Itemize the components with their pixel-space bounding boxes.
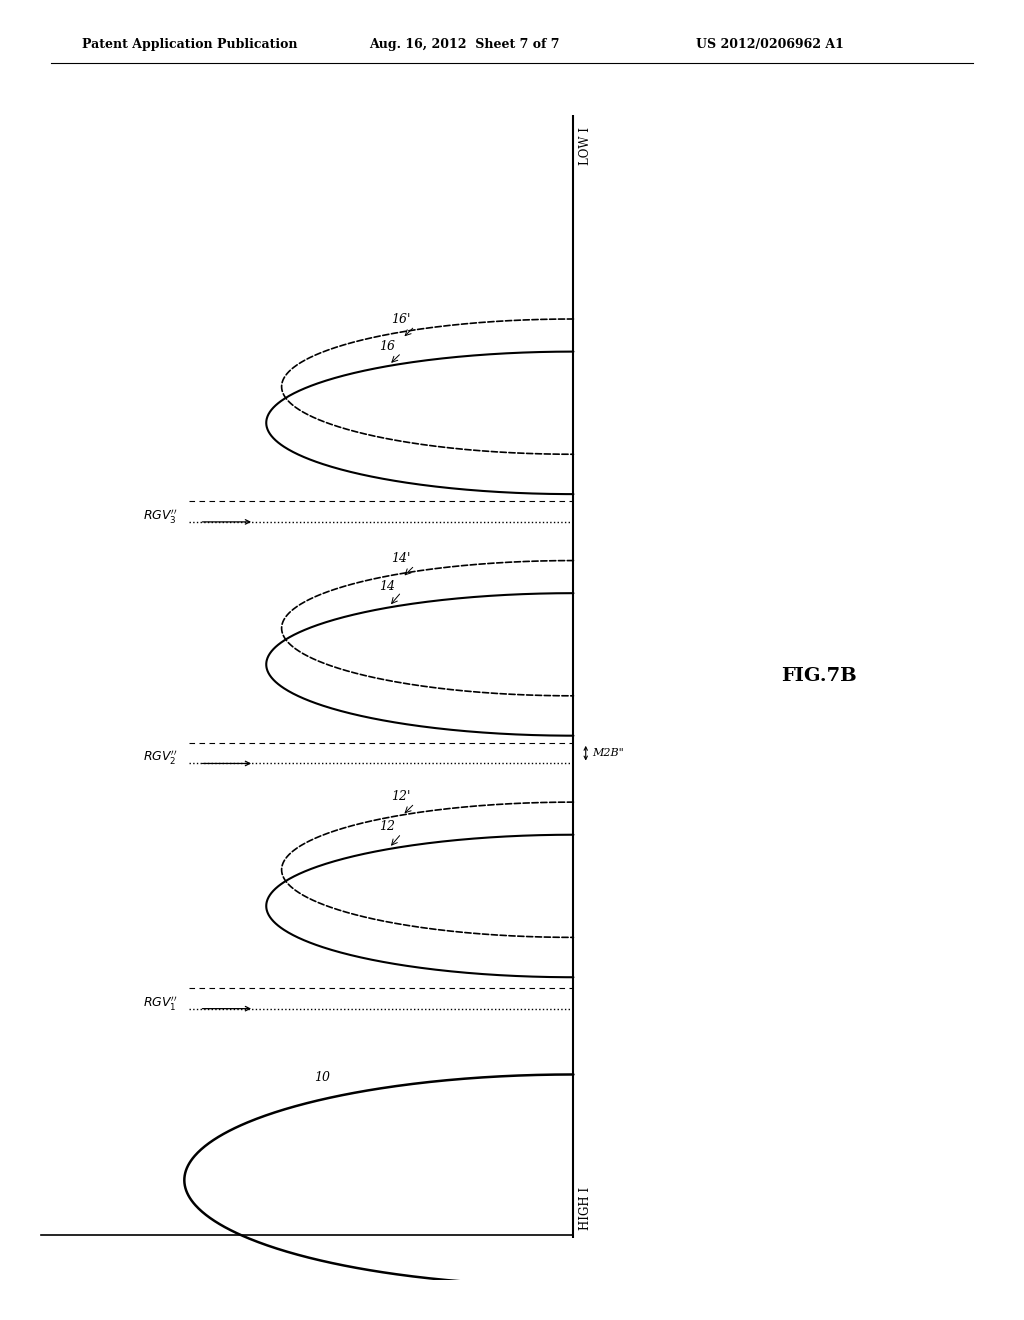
Text: 12': 12' xyxy=(391,789,411,803)
Text: $\mathit{RGV}_{1}^{\prime\prime}$: $\mathit{RGV}_{1}^{\prime\prime}$ xyxy=(143,994,178,1011)
Text: Aug. 16, 2012  Sheet 7 of 7: Aug. 16, 2012 Sheet 7 of 7 xyxy=(369,37,559,50)
Text: 16': 16' xyxy=(391,313,411,326)
Text: 14: 14 xyxy=(379,579,395,593)
Text: HIGH I: HIGH I xyxy=(579,1187,592,1230)
Text: $\mathit{RGV}_{2}^{\prime\prime}$: $\mathit{RGV}_{2}^{\prime\prime}$ xyxy=(143,748,178,767)
Text: 10: 10 xyxy=(314,1071,331,1084)
Text: FIG.7B: FIG.7B xyxy=(781,668,857,685)
Text: 14': 14' xyxy=(391,552,411,565)
Text: 12: 12 xyxy=(379,820,395,833)
Text: $\mathit{RGV}_{3}^{\prime\prime}$: $\mathit{RGV}_{3}^{\prime\prime}$ xyxy=(143,507,178,525)
Text: US 2012/0206962 A1: US 2012/0206962 A1 xyxy=(696,37,844,50)
Text: LOW I: LOW I xyxy=(579,127,592,165)
Text: 16: 16 xyxy=(379,341,395,354)
Text: M2B": M2B" xyxy=(592,748,624,758)
Text: Patent Application Publication: Patent Application Publication xyxy=(82,37,297,50)
